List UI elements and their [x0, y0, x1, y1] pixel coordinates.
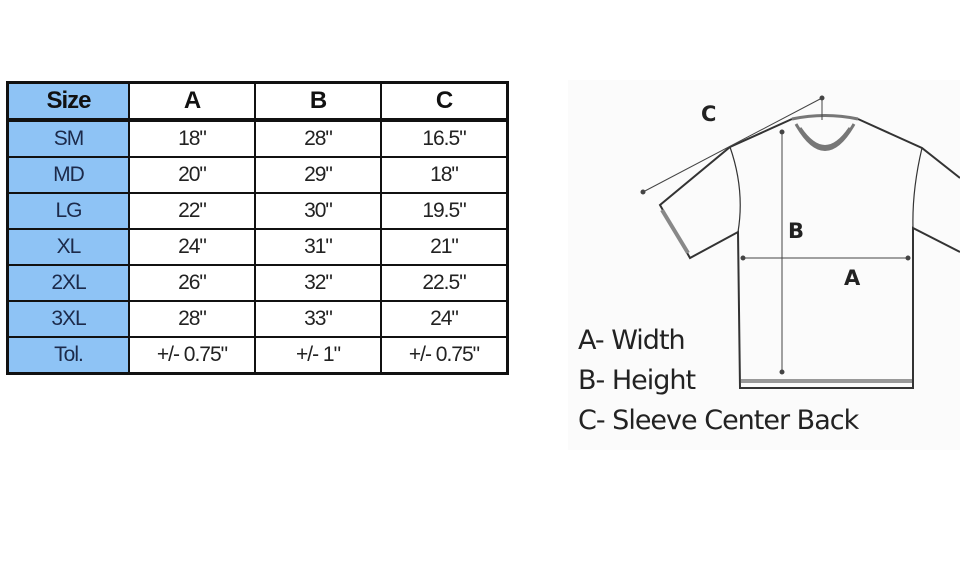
- a-cell: 24": [128, 228, 256, 266]
- a-cell: 26": [128, 264, 256, 302]
- size-chart-table: Size A B C SM 18" 28" 16.5" MD 20" 29" 18" LG 2…: [6, 81, 509, 375]
- c-cell: +/- 0.75": [380, 336, 509, 375]
- table-header-row: Size A B C: [6, 81, 509, 121]
- a-cell: +/- 0.75": [128, 336, 256, 375]
- a-cell: 20": [128, 156, 256, 194]
- sleeve-measure-line: [642, 97, 823, 193]
- header-b: B: [254, 81, 382, 121]
- tshirt-outline-icon: [658, 114, 960, 389]
- legend-height: B- Height: [578, 365, 696, 396]
- a-cell: 18": [128, 119, 256, 158]
- size-cell: 3XL: [6, 300, 130, 338]
- b-cell: 28": [254, 119, 382, 158]
- table-row: MD 20" 29" 18": [6, 156, 509, 194]
- a-cell: 28": [128, 300, 256, 338]
- c-cell: 22.5": [380, 264, 509, 302]
- c-cell: 19.5": [380, 192, 509, 230]
- label-c: C: [701, 102, 716, 126]
- b-cell: +/- 1": [254, 336, 382, 375]
- table-row: LG 22" 30" 19.5": [6, 192, 509, 230]
- c-cell: 24": [380, 300, 509, 338]
- label-a: A: [844, 266, 861, 290]
- a-cell: 22": [128, 192, 256, 230]
- c-cell: 18": [380, 156, 509, 194]
- size-cell: SM: [6, 119, 130, 158]
- c-cell: 16.5": [380, 119, 509, 158]
- b-cell: 30": [254, 192, 382, 230]
- b-cell: 33": [254, 300, 382, 338]
- b-cell: 29": [254, 156, 382, 194]
- table-row: SM 18" 28" 16.5": [6, 119, 509, 158]
- tolerance-row: Tol. +/- 0.75" +/- 1" +/- 0.75": [6, 336, 509, 375]
- measurement-lines: [640, 95, 911, 375]
- header-size: Size: [6, 81, 130, 121]
- header-c: C: [380, 81, 509, 121]
- c-cell: 21": [380, 228, 509, 266]
- label-b: B: [788, 219, 804, 243]
- table-row: 2XL 26" 32" 22.5": [6, 264, 509, 302]
- b-cell: 31": [254, 228, 382, 266]
- table-row: 3XL 28" 33" 24": [6, 300, 509, 338]
- table-row: XL 24" 31" 21": [6, 228, 509, 266]
- size-cell: XL: [6, 228, 130, 266]
- size-cell: 2XL: [6, 264, 130, 302]
- size-cell: LG: [6, 192, 130, 230]
- header-a: A: [128, 81, 256, 121]
- legend-sleeve: C- Sleeve Center Back: [578, 405, 859, 436]
- size-cell: Tol.: [6, 336, 130, 375]
- legend-width: A- Width: [578, 325, 686, 356]
- b-cell: 32": [254, 264, 382, 302]
- size-cell: MD: [6, 156, 130, 194]
